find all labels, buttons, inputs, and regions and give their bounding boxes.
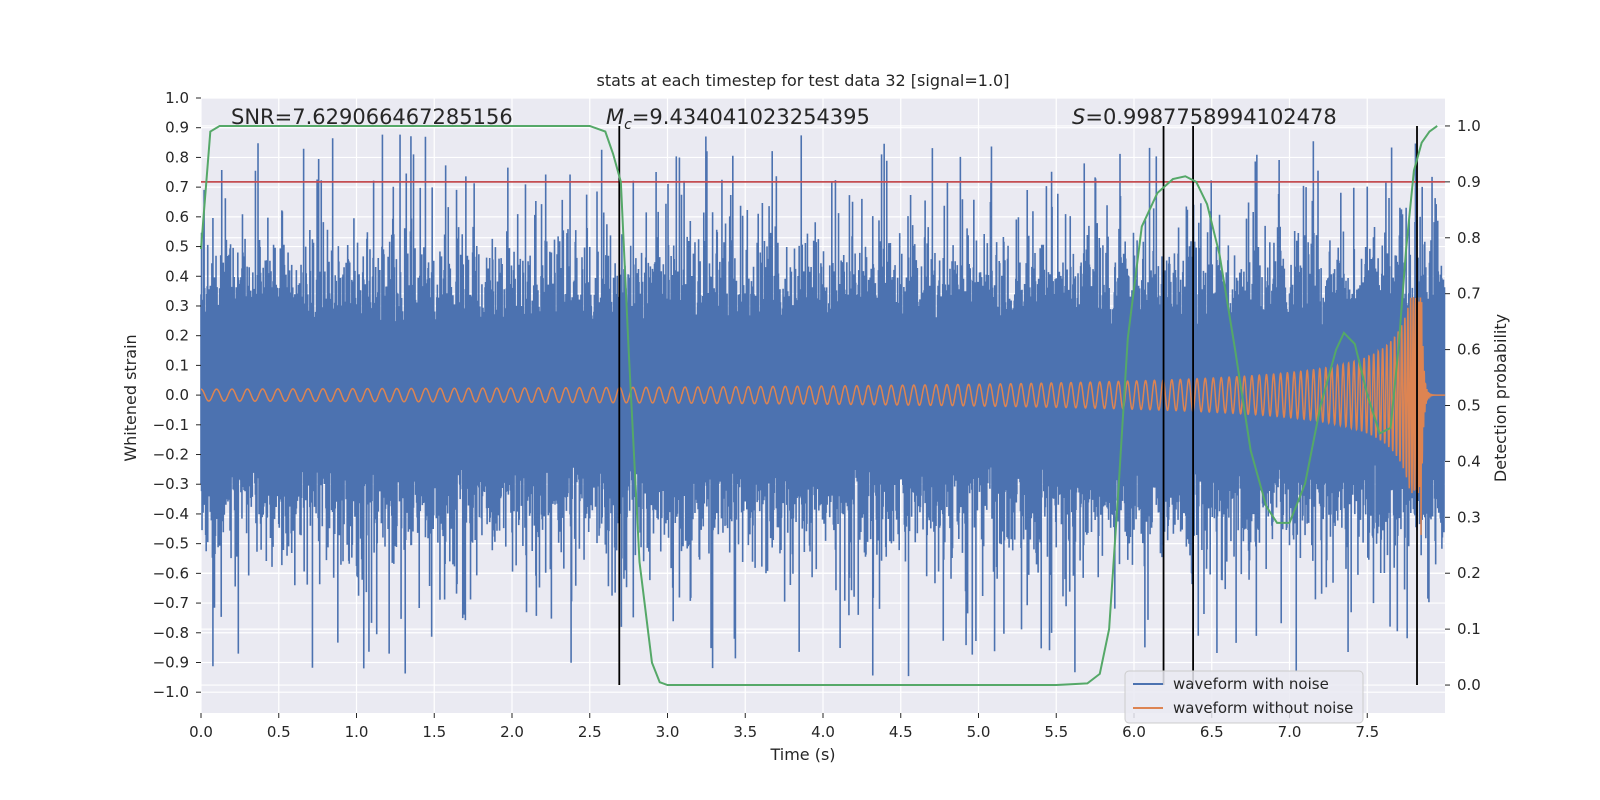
y-tick-label: −0.1 — [153, 416, 189, 434]
x-tick-label: 0.0 — [189, 723, 213, 741]
y-tick-label: 0.1 — [165, 356, 189, 374]
legend-label-signal: waveform without noise — [1173, 699, 1353, 717]
y2-tick-labels: 1.0 0.9 0.8 0.7 0.6 0.5 0.4 0.3 0.2 0.1 0.0 — [1445, 117, 1481, 694]
x-tick-label: 7.5 — [1355, 723, 1379, 741]
y-tick-label: 0.4 — [165, 267, 189, 285]
series-waveform-without-noise — [200, 297, 1445, 535]
x-tick-label: 5.5 — [1044, 723, 1068, 741]
y2-tick-label: 1.0 — [1457, 117, 1481, 135]
y-tick-label: 0.2 — [165, 327, 189, 345]
y-tick-label: 0.8 — [165, 148, 189, 166]
y2-tick-label: 0.3 — [1457, 508, 1481, 526]
y-tick-label: −0.6 — [153, 564, 189, 582]
y-tick-label: 0.5 — [165, 238, 189, 256]
y2-tick-label: 0.4 — [1457, 452, 1481, 470]
y-tick-label: −0.5 — [153, 535, 189, 553]
x-tick-label: 3.0 — [656, 723, 680, 741]
y-tick-label: 0.6 — [165, 208, 189, 226]
x-tick-label: 6.0 — [1122, 723, 1146, 741]
y-tick-label: 0.0 — [165, 386, 189, 404]
mc-annotation: Mc=9.434041023254395 — [606, 105, 870, 133]
y-tick-label: −1.0 — [153, 683, 189, 701]
y-tick-label: 1.0 — [165, 89, 189, 107]
x-tick-label: 3.5 — [733, 723, 757, 741]
y2-tick-label: 0.7 — [1457, 285, 1481, 303]
mc-value: =9.434041023254395 — [632, 105, 870, 129]
snr-annotation: SNR=7.629066467285156 — [231, 105, 513, 129]
y-tick-label: 0.9 — [165, 119, 189, 137]
x-tick-label: 2.5 — [578, 723, 602, 741]
y2-axis-label: Detection probability — [1491, 314, 1510, 482]
series-detection-probability — [200, 124, 1438, 687]
y-tick-labels: 1.0 0.9 0.8 0.7 0.6 0.5 0.4 0.3 0.2 0.1 0.0 −0.1 −0.… — [153, 89, 201, 701]
y-tick-label: −0.2 — [153, 446, 189, 464]
vertical-lines — [618, 125, 1418, 686]
x-tick-label: 4.5 — [889, 723, 913, 741]
y-tick-label: −0.4 — [153, 505, 189, 523]
legend-box — [1124, 670, 1364, 724]
x-tick-label: 5.0 — [967, 723, 991, 741]
x-tick-label: 1.5 — [422, 723, 446, 741]
x-tick-label: 2.0 — [500, 723, 524, 741]
x-tick-labels: 0.0 0.5 1.0 1.5 2.0 2.5 3.0 3.5 4.0 4.5 5.0 5.5 6.0 6… — [189, 713, 1379, 741]
y2-tick-label: 0.5 — [1457, 397, 1481, 415]
detection-probability-path — [200, 124, 1438, 687]
x-axis-label: Time (s) — [769, 745, 835, 764]
s-annotation: S=0.9987758994102478 — [1072, 105, 1337, 129]
y2-tick-label: 0.2 — [1457, 564, 1481, 582]
x-tick-label: 1.0 — [345, 723, 369, 741]
y-tick-label: 0.7 — [165, 178, 189, 196]
signal-waveform-path — [200, 297, 1445, 535]
chart-title: stats at each timestep for test data 32 … — [597, 71, 1010, 90]
x-tick-label: 7.0 — [1278, 723, 1302, 741]
s-value: =0.9987758994102478 — [1085, 105, 1336, 129]
y-tick-label: −0.9 — [153, 653, 189, 671]
y2-tick-label: 0.8 — [1457, 229, 1481, 247]
y-tick-label: −0.7 — [153, 594, 189, 612]
y-tick-label: 0.3 — [165, 297, 189, 315]
legend-label-noise: waveform with noise — [1173, 675, 1329, 693]
y-tick-label: −0.8 — [153, 624, 189, 642]
y-tick-label: −0.3 — [153, 475, 189, 493]
y2-tick-label: 0.6 — [1457, 341, 1481, 359]
x-tick-label: 4.0 — [811, 723, 835, 741]
y2-tick-label: 0.0 — [1457, 676, 1481, 694]
y-axis-label: Whitened strain — [121, 334, 140, 461]
x-tick-label: 6.5 — [1200, 723, 1224, 741]
legend: waveform with noise waveform without noi… — [1124, 670, 1364, 724]
y2-tick-label: 0.1 — [1457, 620, 1481, 638]
x-tick-label: 0.5 — [267, 723, 291, 741]
y2-tick-label: 0.9 — [1457, 173, 1481, 191]
